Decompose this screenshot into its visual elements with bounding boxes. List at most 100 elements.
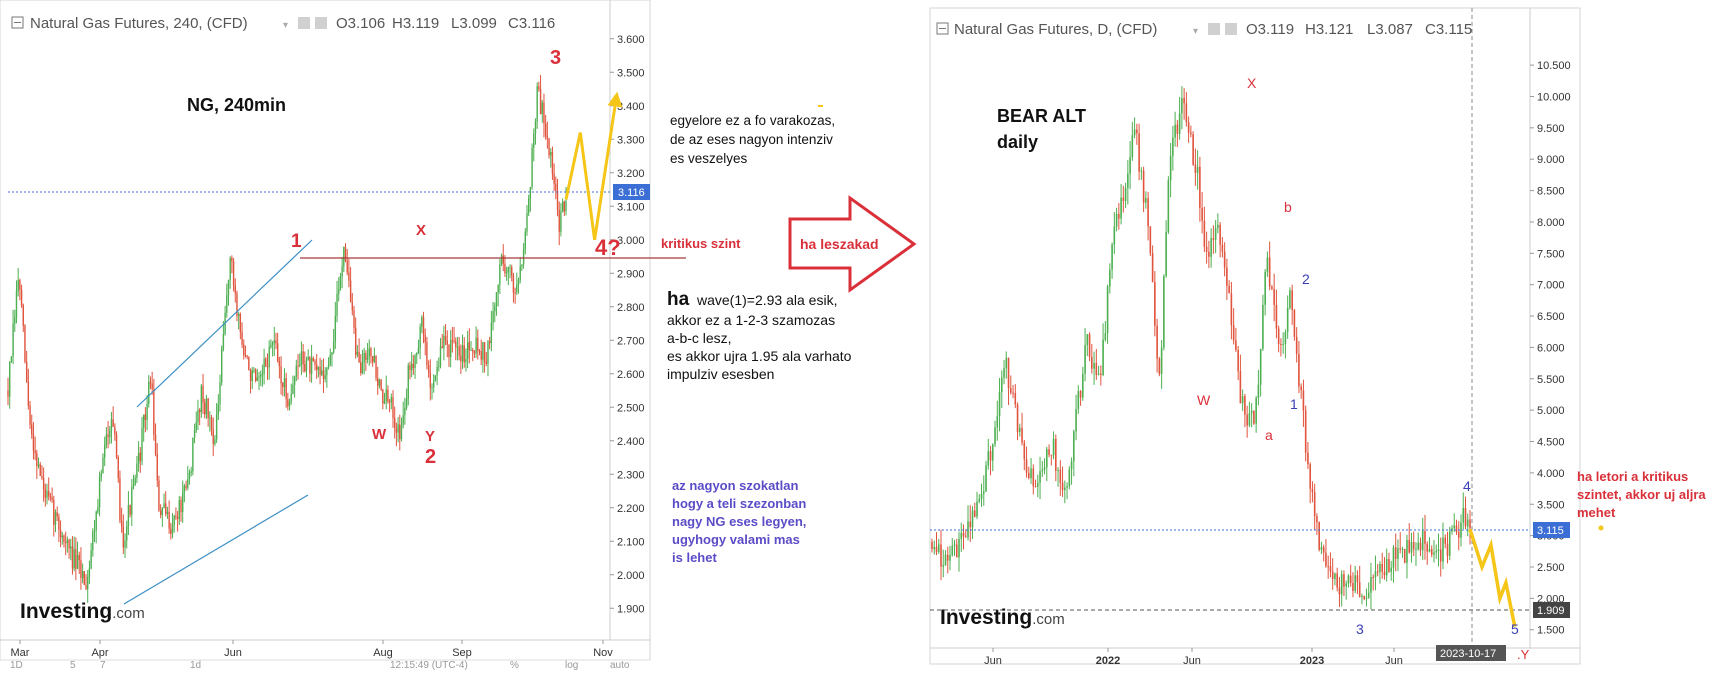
left-bottom-bar-item[interactable]: 1D: [10, 660, 23, 671]
right-eye-icon[interactable]: [1208, 23, 1220, 35]
left-y-tick-label: 3.300: [617, 134, 645, 146]
left-candle-body: [407, 365, 409, 399]
left-candle-body: [266, 366, 269, 368]
left-candle-body: [34, 450, 36, 454]
right-chart-panel: Natural Gas Futures, D, (CFD) ▾ O3.119 H…: [929, 7, 1604, 667]
left-bottom-bar-item[interactable]: log: [565, 660, 578, 671]
left-candle-body: [93, 530, 96, 532]
right-candle-body: [1293, 310, 1296, 337]
left-candle-body: [446, 340, 448, 345]
right-candle-body: [1064, 487, 1066, 491]
right-candle-body: [1345, 583, 1347, 587]
right-y-tick-label: 8.000: [1537, 217, 1565, 229]
left-candle-body: [334, 315, 337, 342]
right-settings-icon[interactable]: [1225, 23, 1237, 35]
left-candle-body: [178, 500, 181, 519]
left-symbol-dropdown-icon[interactable]: ▾: [283, 20, 288, 31]
main-expectation-line-2: de az eses nagyon intenziv: [670, 132, 833, 147]
right-candle-body: [1048, 449, 1050, 455]
right-symbol-dropdown-icon[interactable]: ▾: [1193, 26, 1198, 37]
left-candle-body: [494, 306, 496, 312]
right-candle-body: [1088, 334, 1091, 358]
right-chart-title-line-2: daily: [997, 132, 1038, 152]
left-eye-icon[interactable]: [298, 17, 310, 29]
left-candle-body: [14, 317, 16, 324]
left-bottom-bar-item[interactable]: 7: [100, 660, 106, 671]
left-candle-body: [87, 576, 89, 589]
left-candle-body: [416, 353, 418, 356]
right-candle-body: [1023, 442, 1026, 460]
left-candle-body: [441, 346, 443, 349]
right-candle-body: [1095, 362, 1098, 375]
right-candle-body: [1165, 231, 1167, 277]
left-candle-body: [490, 322, 493, 344]
left-candle-body: [222, 334, 225, 349]
left-candle-body: [78, 555, 80, 561]
left-candle-body: [375, 355, 377, 379]
left-candle-body: [331, 352, 333, 355]
left-candle-body: [516, 284, 518, 293]
left-candle-body: [129, 504, 131, 515]
left-candle-body: [402, 415, 404, 426]
right-candle-body: [982, 491, 985, 495]
right-candle-body: [940, 544, 942, 567]
right-candle-body: [1289, 290, 1291, 309]
left-candle-body: [265, 358, 267, 367]
right-candle-body: [1426, 543, 1429, 552]
left-candle-body: [321, 370, 323, 375]
left-bottom-bar-item[interactable]: 1d: [190, 660, 201, 671]
left-bottom-bar-item[interactable]: auto: [610, 660, 630, 671]
left-candle-body: [37, 464, 40, 467]
left-candle-body: [299, 364, 301, 366]
left-collapse-icon[interactable]: [11, 16, 24, 29]
left-candle-body: [368, 348, 370, 357]
left-candle-body: [190, 471, 192, 473]
right-candle-body: [1127, 173, 1129, 188]
right-x-tick-label: 2023: [1300, 655, 1324, 667]
left-candle-body: [472, 349, 474, 352]
left-candle-body: [90, 550, 92, 569]
left-candle-body: [292, 384, 294, 394]
left-candle-body: [314, 360, 316, 365]
right-candle-body: [1331, 571, 1334, 580]
right-candle-body: [971, 510, 974, 528]
right-candle-body: [1043, 467, 1046, 470]
left-bottom-bar-item[interactable]: %: [510, 660, 519, 671]
right-candle-body: [1370, 576, 1372, 593]
right-candle-body: [1073, 431, 1075, 462]
right-candle-body: [1133, 129, 1136, 136]
right-candle-body: [1376, 571, 1379, 573]
right-candle-body: [953, 544, 956, 546]
right-candle-body: [1424, 531, 1426, 544]
left-bottom-bar-item[interactable]: 5: [70, 660, 76, 671]
left-candle-body: [443, 335, 445, 349]
left-bottom-bar-item[interactable]: 12:15:49 (UTC-4): [390, 660, 468, 671]
right-candle-body: [989, 451, 992, 461]
right-candle-body: [1160, 347, 1163, 374]
right-candles: [931, 86, 1471, 610]
right-y-tick-label: 4.000: [1537, 468, 1565, 480]
left-candle-body: [127, 504, 130, 527]
left-candle-body: [39, 464, 41, 476]
right-candle-body: [1412, 541, 1415, 550]
left-candle-body: [383, 400, 386, 404]
unusual-line-3: nagy NG eses legyen,: [672, 514, 806, 529]
right-candle-body: [1086, 334, 1089, 346]
left-candle-body: [71, 546, 74, 569]
left-candle-body: [370, 348, 372, 357]
right-price-badge: [1533, 522, 1570, 538]
right-wave-label-5: 5: [1511, 621, 1519, 637]
right-candle-body: [994, 427, 996, 445]
right-candle-body: [1030, 468, 1032, 479]
left-candle-body: [310, 358, 313, 374]
left-settings-icon[interactable]: [315, 17, 327, 29]
right-y-tick-label: 5.500: [1537, 374, 1565, 386]
left-candle-body: [458, 346, 460, 356]
left-candle-body: [53, 499, 55, 525]
right-candle-body: [1149, 226, 1152, 254]
left-candle-body: [526, 213, 528, 232]
right-candle-body: [1435, 551, 1438, 553]
left-investing-logo: Investing.com: [20, 600, 145, 623]
left-candle-body: [132, 485, 135, 488]
right-collapse-icon[interactable]: [936, 22, 949, 35]
